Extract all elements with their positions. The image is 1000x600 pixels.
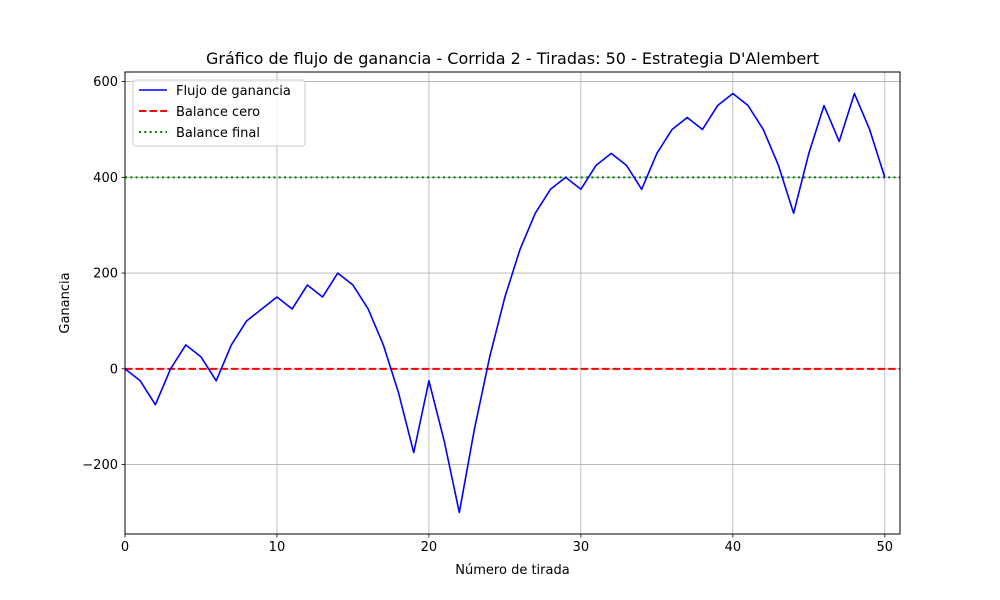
y-axis-label: Ganancia: [58, 272, 73, 333]
x-tick-label: 40: [725, 540, 742, 555]
chart-title: Gráfico de flujo de ganancia - Corrida 2…: [206, 49, 819, 68]
y-tick-label: −200: [82, 458, 118, 473]
legend-label-balance-cero: Balance cero: [176, 105, 260, 120]
plot-series: [124, 92, 900, 514]
x-tick-label: 0: [121, 540, 129, 555]
legend: Flujo de ganancia Balance cero Balance f…: [132, 79, 306, 147]
legend-box: [132, 79, 306, 147]
legend-label-balance-final: Balance final: [176, 126, 260, 141]
y-tick-label: 400: [93, 171, 118, 186]
series-line-0: [124, 92, 886, 514]
legend-label-flujo: Flujo de ganancia: [176, 84, 291, 99]
y-tick-label: 600: [93, 75, 118, 90]
x-tick-label: 30: [573, 540, 590, 555]
y-tick-label: 200: [93, 267, 118, 282]
x-tick-label: 20: [421, 540, 438, 555]
x-tick-label: 50: [877, 540, 894, 555]
x-axis-label: Número de tirada: [455, 563, 569, 578]
y-tick-label: 0: [110, 362, 118, 377]
plot-frame: [124, 71, 901, 535]
axis-ticks: 0 10 20 30 40 50 −200 0 200 400 600: [82, 75, 893, 555]
x-tick-label: 10: [269, 540, 286, 555]
